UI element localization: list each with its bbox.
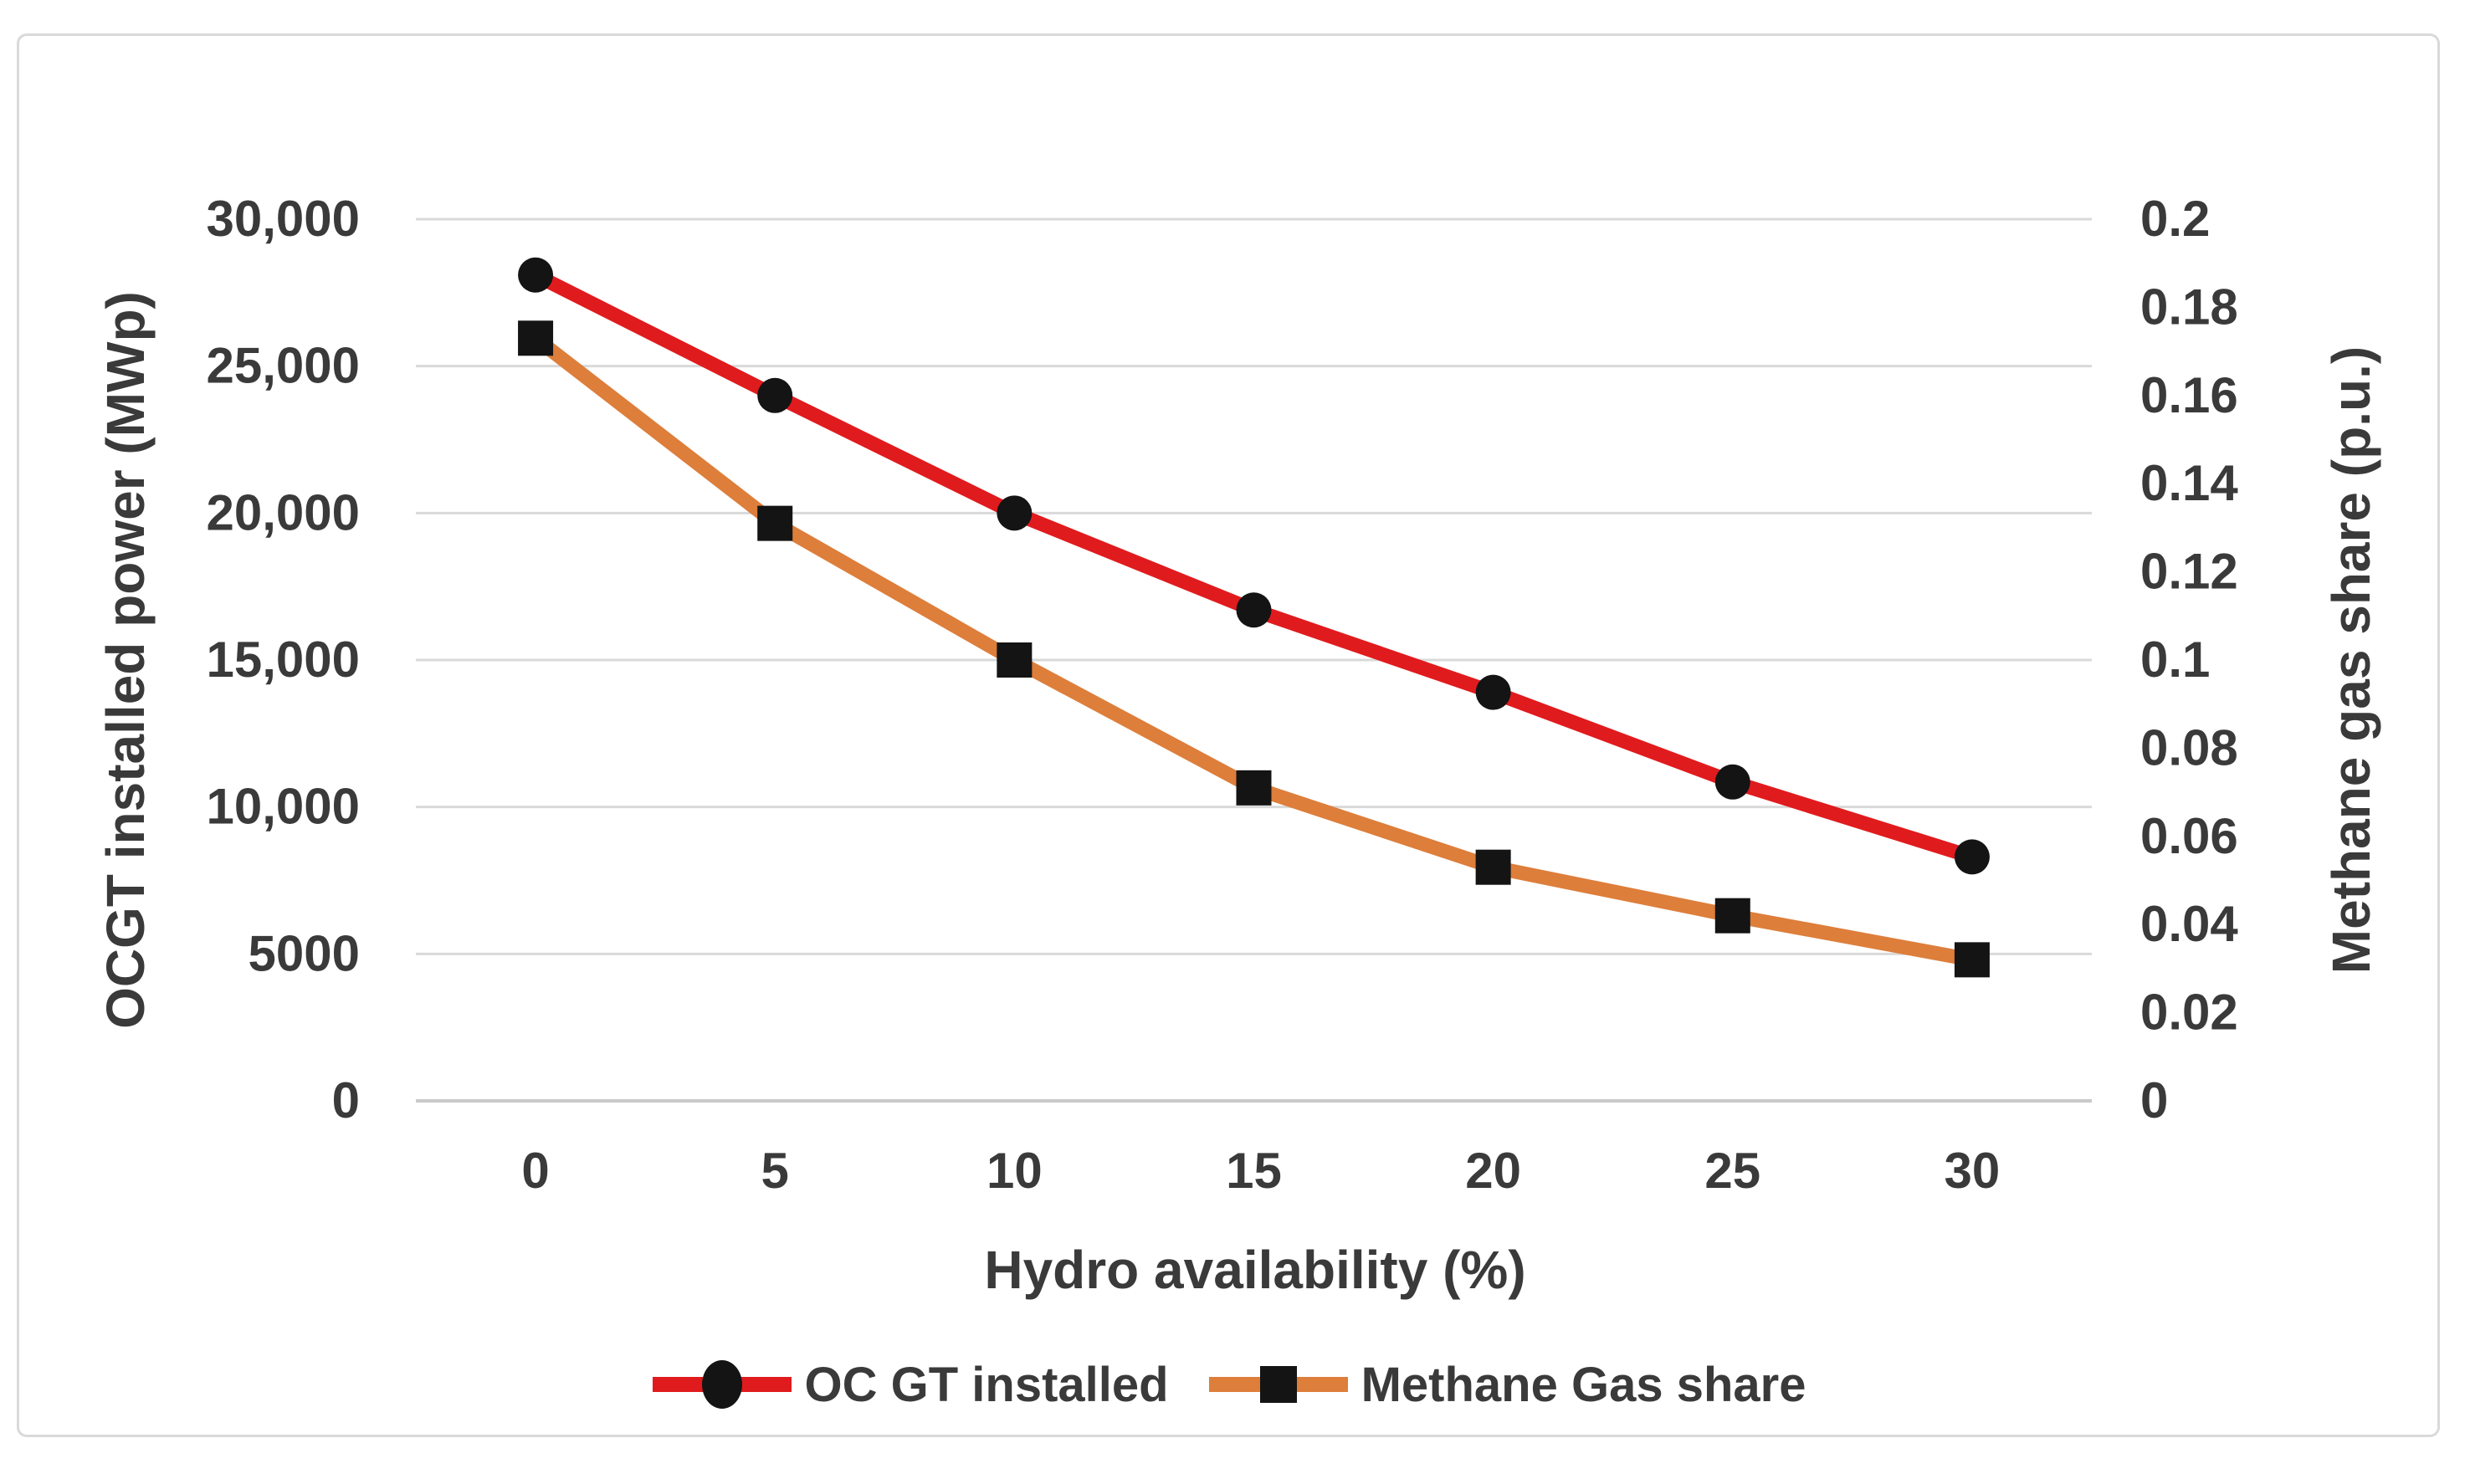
- left-axis-tick-label: 30,000: [206, 191, 360, 247]
- x-axis-tick-label: 20: [1465, 1143, 1521, 1199]
- left-axis-tick-label: 15,000: [206, 632, 360, 688]
- legend-label-ocgt: OC GT installed: [804, 1357, 1169, 1412]
- right-axis-tick-label: 0.04: [2140, 896, 2238, 952]
- legend: OC GT installed Methane Gas share: [19, 1338, 2437, 1430]
- x-axis-tick-label: 0: [521, 1143, 549, 1199]
- series-layer: [518, 257, 1990, 978]
- x-axis-tick-label: 5: [761, 1143, 789, 1199]
- data-point-marker: [997, 495, 1033, 531]
- right-axis-tick-label: 0.06: [2140, 808, 2238, 864]
- data-point-marker: [757, 505, 793, 541]
- legend-line-square-icon: [1208, 1366, 1348, 1403]
- data-point-marker: [1954, 942, 1990, 978]
- right-axis-tick-label: 0.2: [2140, 191, 2210, 247]
- data-point-marker: [1475, 849, 1511, 885]
- left-axis-tick-label: 0: [332, 1072, 360, 1128]
- data-point-marker: [518, 320, 554, 356]
- x-axis-title: Hydro availability (%): [984, 1240, 1525, 1300]
- data-point-marker: [1714, 764, 1750, 800]
- right-axis-tick-label: 0.16: [2140, 367, 2238, 423]
- data-point-marker: [757, 377, 793, 413]
- right-axis-tick-label: 0.02: [2140, 985, 2238, 1041]
- right-axis-tick-labels: 0 0.02 0.04 0.06 0.08 0.1 0.12 0.14 0.16 0.18 0.2: [2140, 191, 2238, 1128]
- data-point-marker: [1714, 898, 1750, 934]
- left-axis-title: OCGT installed power (MWp): [95, 291, 156, 1029]
- right-axis-tick-label: 0.08: [2140, 719, 2238, 775]
- x-axis-tick-labels: 0 5 10 15 20 25 30: [521, 1143, 2000, 1199]
- right-axis-tick-label: 0.18: [2140, 279, 2238, 335]
- left-axis-tick-label: 25,000: [206, 338, 360, 394]
- legend-line-circle-icon: [652, 1360, 792, 1409]
- gridlines: [416, 217, 2092, 1103]
- right-axis-tick-label: 0.14: [2140, 455, 2238, 511]
- data-point-marker: [1954, 839, 1990, 875]
- right-axis-tick-label: 0.12: [2140, 544, 2238, 600]
- series-line-1: [528, 330, 1980, 967]
- left-axis-tick-label: 10,000: [206, 779, 360, 835]
- data-point-marker: [518, 257, 554, 293]
- x-axis-tick-label: 25: [1704, 1143, 1760, 1199]
- chart-frame: [17, 33, 2440, 1437]
- right-axis-title: Methane gas share (p.u.): [2321, 346, 2381, 974]
- data-point-marker: [1475, 674, 1511, 710]
- legend-label-methane: Methane Gas share: [1361, 1357, 1806, 1412]
- data-point-marker: [997, 642, 1033, 678]
- right-axis-tick-label: 0.1: [2140, 632, 2210, 688]
- legend-item-methane: Methane Gas share: [1207, 1355, 1806, 1414]
- legend-item-ocgt: OC GT installed: [651, 1355, 1169, 1414]
- series-line-0: [528, 268, 1980, 864]
- left-axis-tick-labels: 0 5000 10,000 15,000 20,000 25,000 30,000: [206, 191, 360, 1128]
- x-axis-tick-label: 15: [1226, 1143, 1282, 1199]
- x-axis-tick-label: 10: [986, 1143, 1043, 1199]
- left-axis-tick-label: 5000: [249, 925, 360, 981]
- right-axis-tick-label: 0: [2140, 1072, 2168, 1128]
- data-point-marker: [1236, 592, 1272, 628]
- data-point-marker: [1236, 770, 1272, 806]
- left-axis-tick-label: 20,000: [206, 484, 360, 540]
- x-axis-tick-label: 30: [1945, 1143, 2001, 1199]
